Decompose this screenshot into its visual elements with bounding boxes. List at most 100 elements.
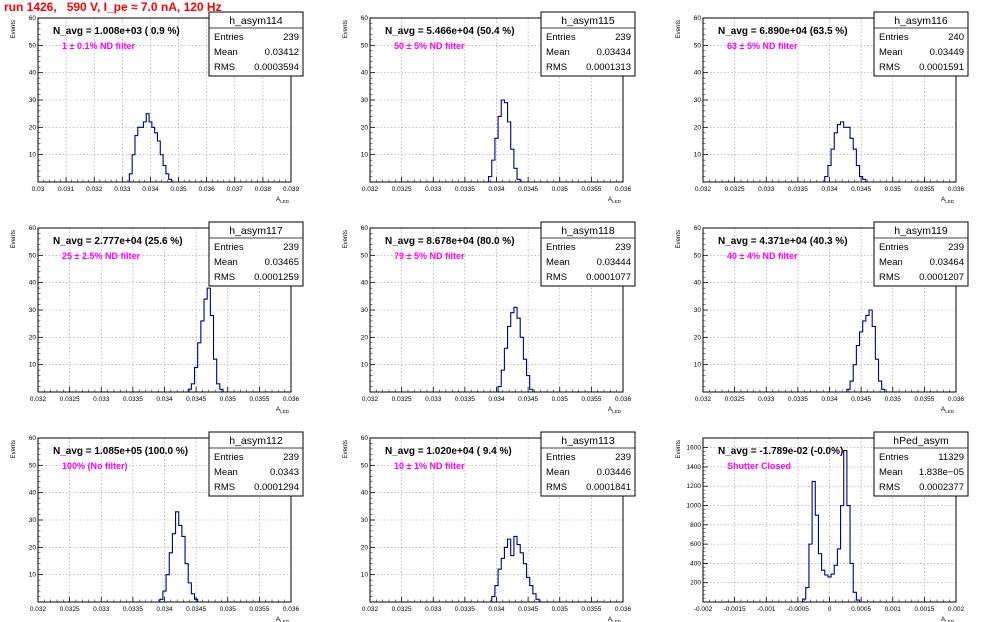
y-tick-label: 30	[29, 307, 37, 314]
stats-box	[873, 11, 969, 77]
panel-annotation: 40 ± 4% ND filter	[727, 251, 798, 261]
stats-rms-value: 0.0001207	[919, 272, 964, 283]
stats-mean-value: 0.03412	[265, 47, 299, 58]
y-tick-label: 50	[361, 42, 369, 49]
y-tick-label: 40	[361, 490, 369, 497]
stats-name: h_asym117	[229, 225, 283, 237]
stats-entries-value: 239	[283, 32, 299, 43]
histogram-bin	[866, 315, 869, 392]
x-tick-label: 0.034	[821, 186, 838, 193]
x-tick-label: 0.033	[425, 186, 442, 193]
x-tick-label: 0.036	[615, 186, 632, 193]
x-tick-label: 0.036	[199, 186, 216, 193]
x-axis-label: ALED	[276, 196, 290, 204]
x-tick-label: 0.034	[488, 186, 505, 193]
stats-mean-label: Mean	[214, 47, 238, 58]
stats-mean-label: Mean	[879, 467, 903, 478]
stats-rms-value: 0.0001591	[919, 62, 964, 73]
x-tick-label: 0.036	[283, 606, 300, 613]
stats-rms-label: RMS	[879, 272, 900, 283]
y-tick-label: 60	[29, 435, 37, 442]
x-tick-label: 0.0335	[788, 396, 808, 403]
panel-title: N_avg = 8.678e+04 (80.0 %)	[385, 236, 515, 247]
y-tick-label: 60	[694, 225, 702, 232]
y-tick-label: 20	[361, 334, 369, 341]
stats-mean-value: 0.03465	[265, 257, 299, 268]
histogram-outline	[802, 449, 861, 602]
stats-mean-value: 0.03464	[930, 257, 964, 268]
stats-box	[873, 221, 969, 287]
stats-name: h_asym115	[561, 15, 615, 27]
histogram-bin	[841, 122, 844, 182]
x-tick-label: 0.035	[220, 396, 237, 403]
y-tick-label: 10	[29, 572, 37, 579]
x-tick-label: 0.035	[552, 186, 569, 193]
y-tick-label: 50	[694, 42, 702, 49]
x-tick-label: -0.0015	[724, 606, 746, 613]
stats-box	[208, 431, 304, 497]
histogram-outline	[497, 306, 534, 392]
x-axis-label: ALED	[941, 616, 955, 622]
stats-rms-value: 0.0001313	[586, 62, 631, 73]
stats-name: h_asym114	[229, 15, 283, 27]
x-tick-label: 0.0005	[851, 606, 871, 613]
panel-annotation: Shutter Closed	[727, 461, 791, 471]
x-tick-label: 0.0355	[581, 396, 601, 403]
y-tick-label: 40	[361, 70, 369, 77]
x-tick-label: 0.034	[488, 396, 505, 403]
x-tick-label: 0.034	[142, 186, 159, 193]
x-tick-label: 0.0355	[249, 606, 269, 613]
stats-name: hPed_asym	[893, 435, 949, 447]
stats-entries-label: Entries	[879, 452, 909, 463]
stats-mean-label: Mean	[546, 47, 570, 58]
panel-title: N_avg = 2.777e+04 (25.6 %)	[53, 236, 183, 247]
y-tick-label: 20	[29, 124, 37, 131]
stats-rms-label: RMS	[546, 272, 567, 283]
histogram-bin	[143, 122, 146, 182]
x-tick-label: 0.036	[283, 396, 300, 403]
y-tick-label: 30	[694, 307, 702, 314]
y-tick-label: 30	[29, 97, 37, 104]
stats-entries-label: Entries	[546, 242, 576, 253]
x-tick-label: 0.033	[425, 606, 442, 613]
x-tick-label: 0.036	[615, 606, 632, 613]
stats-rms-label: RMS	[879, 62, 900, 73]
x-tick-label: 0.0325	[392, 606, 412, 613]
histogram-outline	[159, 511, 199, 602]
stats-mean-label: Mean	[879, 47, 903, 58]
histogram-panel-h_asym114: 0.03 0.031 0.032 0.033 0.034 0.035 0.036 0.037 0…	[11, 11, 304, 204]
x-tick-label: 0.0355	[581, 606, 601, 613]
histogram-outline	[488, 99, 521, 182]
x-tick-label: 0.0355	[914, 186, 934, 193]
x-tick-label: 0.0345	[518, 606, 538, 613]
y-axis-label: Events	[676, 20, 682, 38]
x-tick-label: 0.0345	[186, 606, 206, 613]
y-tick-label: 1200	[687, 483, 702, 490]
stats-entries-value: 239	[283, 452, 299, 463]
stats-entries-label: Entries	[879, 32, 909, 43]
histogram-bin	[511, 556, 514, 602]
y-tick-label: 50	[361, 462, 369, 469]
y-tick-label: 200	[690, 580, 701, 587]
y-tick-label: 50	[29, 42, 37, 49]
stats-mean-value: 1.838e−05	[919, 467, 964, 478]
y-axis-label: Events	[343, 230, 349, 248]
x-tick-label: 0.035	[552, 606, 569, 613]
x-tick-label: 0.0335	[455, 396, 475, 403]
panel-annotation: 50 ± 5% ND filter	[394, 41, 465, 51]
stats-mean-label: Mean	[546, 467, 570, 478]
x-tick-label: 0.032	[695, 396, 712, 403]
stats-mean-value: 0.0343	[270, 467, 299, 478]
x-axis-label-subscript: LED	[945, 619, 955, 622]
stats-box	[540, 221, 636, 287]
x-tick-label: 0.0355	[581, 186, 601, 193]
histogram-panel-h_asym113: 0.032 0.0325 0.033 0.0335 0.034 0.0345 0.035 0.…	[343, 431, 636, 622]
x-tick-label: 0.035	[552, 396, 569, 403]
x-tick-label: 0.033	[425, 396, 442, 403]
panel-title: N_avg = 4.371e+04 (40.3 %)	[718, 236, 848, 247]
y-tick-label: 60	[361, 435, 369, 442]
histogram-bin	[825, 575, 828, 602]
panel-title: N_avg = 5.466e+04 (50.4 %)	[385, 26, 515, 37]
panel-annotation: 79 ± 5% ND filter	[394, 251, 465, 261]
